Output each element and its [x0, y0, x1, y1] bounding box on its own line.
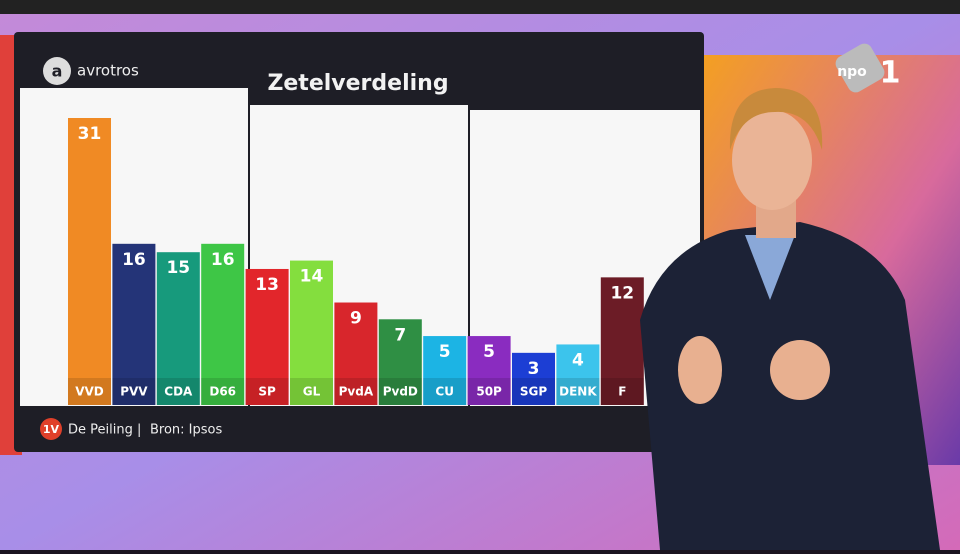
- category-shade: [201, 378, 245, 405]
- chart-title: Zetelverdeling: [267, 71, 448, 96]
- category-box: [156, 378, 200, 405]
- bar: [201, 243, 245, 378]
- logo-mark: a: [52, 62, 63, 81]
- category-box: [201, 378, 245, 405]
- category-box: [467, 378, 511, 405]
- bar: [467, 336, 511, 378]
- footer-program: De Peiling: [68, 423, 133, 438]
- category-box: [290, 378, 333, 405]
- category-box: [334, 378, 378, 405]
- value-label: 16: [211, 250, 235, 270]
- channel-logo-box: [835, 43, 885, 93]
- category-shade: [334, 378, 378, 405]
- footer-badge-bg: [40, 418, 62, 440]
- presenter-hand: [770, 340, 830, 400]
- value-label: 9: [350, 309, 362, 329]
- value-label: 13: [255, 275, 279, 295]
- footer-separator: |: [137, 423, 141, 438]
- channel-number: 1: [880, 56, 901, 91]
- value-label: 31: [78, 124, 102, 144]
- bar: [245, 268, 289, 378]
- category-box: [512, 378, 555, 405]
- category-shade: [467, 378, 511, 405]
- bar: [156, 252, 200, 378]
- bar: [600, 277, 644, 378]
- value-label: 12: [610, 283, 634, 303]
- value-label: 5: [439, 342, 451, 362]
- value-label: 15: [166, 258, 190, 278]
- bar: [68, 118, 111, 378]
- category-box: [68, 378, 111, 405]
- category-label: SGP: [520, 385, 547, 399]
- category-shade: [600, 378, 644, 405]
- category-label: PVV: [120, 385, 148, 399]
- category-shade: [245, 378, 289, 405]
- category-label: CDA: [164, 385, 193, 399]
- category-box: [556, 378, 600, 405]
- category-box: [378, 378, 422, 405]
- screen-bezel: [0, 0, 960, 14]
- category-label: F: [618, 385, 626, 399]
- category-label: D66: [209, 385, 236, 399]
- category-label: SP: [258, 385, 276, 399]
- category-label: PvdD: [383, 385, 418, 399]
- category-label: PvdA: [339, 385, 374, 399]
- category-shade: [112, 378, 156, 405]
- category-label: CU: [435, 385, 454, 399]
- presenter: [640, 88, 940, 550]
- category-label: 50P: [476, 385, 502, 399]
- category-label: GL: [303, 385, 321, 399]
- footer-source: Bron: Ipsos: [150, 423, 222, 438]
- bar: [334, 302, 378, 378]
- value-label: 5: [483, 342, 495, 362]
- category-shade: [378, 378, 422, 405]
- value-label: 16: [122, 250, 146, 270]
- category-box: [423, 378, 467, 405]
- value-label: 3: [528, 359, 540, 379]
- presenter-face: [732, 110, 812, 210]
- logo-icon: [43, 57, 71, 85]
- bar: [423, 336, 467, 378]
- value-label: 4: [572, 350, 584, 370]
- presenter-shirt: [745, 235, 795, 300]
- presenter-hand: [678, 336, 722, 404]
- presenter-hair: [729, 88, 823, 150]
- bar: [290, 260, 333, 378]
- bar: [556, 344, 600, 378]
- bar: [112, 243, 156, 378]
- category-box: [245, 378, 289, 405]
- category-box: [600, 378, 644, 405]
- category-shade: [156, 378, 200, 405]
- category-label: VVD: [75, 385, 104, 399]
- bars: 31 VVD 16 PVV 15 CDA 16 D66 13 SP 14 GL 9 PvdA 7 PvdD 5 C…: [68, 118, 644, 405]
- footer-badge: 1V: [43, 423, 60, 436]
- value-label: 14: [300, 267, 324, 287]
- bar: [512, 352, 555, 378]
- channel-brand: npo: [837, 64, 867, 80]
- category-shade: [423, 378, 467, 405]
- category-box: [112, 378, 156, 405]
- category-shade: [556, 378, 600, 405]
- logo-text: avrotros: [77, 62, 139, 80]
- category-label: DENK: [559, 385, 597, 399]
- category-shade: [512, 378, 555, 405]
- bar: [378, 319, 422, 378]
- category-shade: [290, 378, 333, 405]
- category-shade: [68, 378, 111, 405]
- value-label: 7: [394, 325, 406, 345]
